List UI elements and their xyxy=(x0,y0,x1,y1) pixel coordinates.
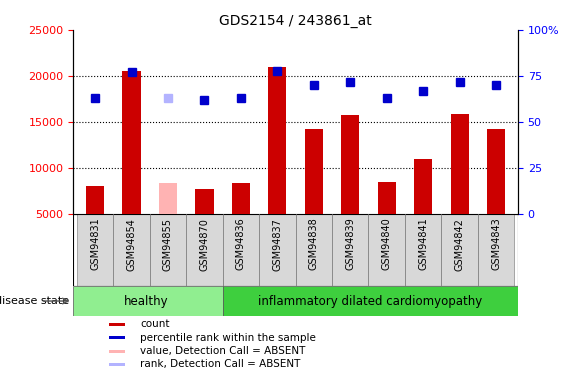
Text: disease state: disease state xyxy=(0,296,70,306)
Bar xyxy=(478,214,515,286)
Text: GSM94842: GSM94842 xyxy=(455,217,464,270)
Bar xyxy=(86,186,104,214)
Text: GSM94839: GSM94839 xyxy=(345,217,355,270)
Bar xyxy=(109,350,125,352)
Bar xyxy=(109,322,125,326)
Bar xyxy=(222,214,259,286)
Text: healthy: healthy xyxy=(124,294,168,307)
Text: GSM94840: GSM94840 xyxy=(382,217,392,270)
Bar xyxy=(159,183,177,214)
Bar xyxy=(305,129,323,214)
Bar xyxy=(150,214,186,286)
Text: percentile rank within the sample: percentile rank within the sample xyxy=(140,333,316,343)
Bar xyxy=(73,286,222,316)
Bar xyxy=(487,129,505,214)
Bar xyxy=(296,214,332,286)
Bar xyxy=(332,214,369,286)
Text: GSM94836: GSM94836 xyxy=(236,217,246,270)
Bar xyxy=(414,159,432,214)
Bar xyxy=(113,214,150,286)
Text: inflammatory dilated cardiomyopathy: inflammatory dilated cardiomyopathy xyxy=(258,294,482,307)
Bar xyxy=(222,286,518,316)
Bar xyxy=(109,336,125,339)
Bar xyxy=(441,214,478,286)
Text: GSM94841: GSM94841 xyxy=(418,217,428,270)
Bar xyxy=(77,214,113,286)
Text: GSM94838: GSM94838 xyxy=(309,217,319,270)
Bar xyxy=(405,214,441,286)
Text: GSM94831: GSM94831 xyxy=(90,217,100,270)
Bar xyxy=(122,71,141,214)
Text: GSM94870: GSM94870 xyxy=(199,217,209,270)
Text: GSM94854: GSM94854 xyxy=(127,217,136,270)
Bar xyxy=(450,114,469,214)
Bar xyxy=(268,67,287,214)
Bar xyxy=(109,363,125,366)
Bar xyxy=(186,214,222,286)
Bar xyxy=(195,189,213,214)
Bar xyxy=(378,182,396,214)
Bar xyxy=(232,183,250,214)
Text: GSM94837: GSM94837 xyxy=(272,217,283,270)
Text: rank, Detection Call = ABSENT: rank, Detection Call = ABSENT xyxy=(140,359,300,369)
Bar xyxy=(259,214,296,286)
Text: GSM94843: GSM94843 xyxy=(491,217,501,270)
Bar xyxy=(369,214,405,286)
Text: count: count xyxy=(140,319,169,329)
Text: value, Detection Call = ABSENT: value, Detection Call = ABSENT xyxy=(140,346,305,356)
Title: GDS2154 / 243861_at: GDS2154 / 243861_at xyxy=(219,13,372,28)
Text: GSM94855: GSM94855 xyxy=(163,217,173,271)
Bar xyxy=(341,115,359,214)
